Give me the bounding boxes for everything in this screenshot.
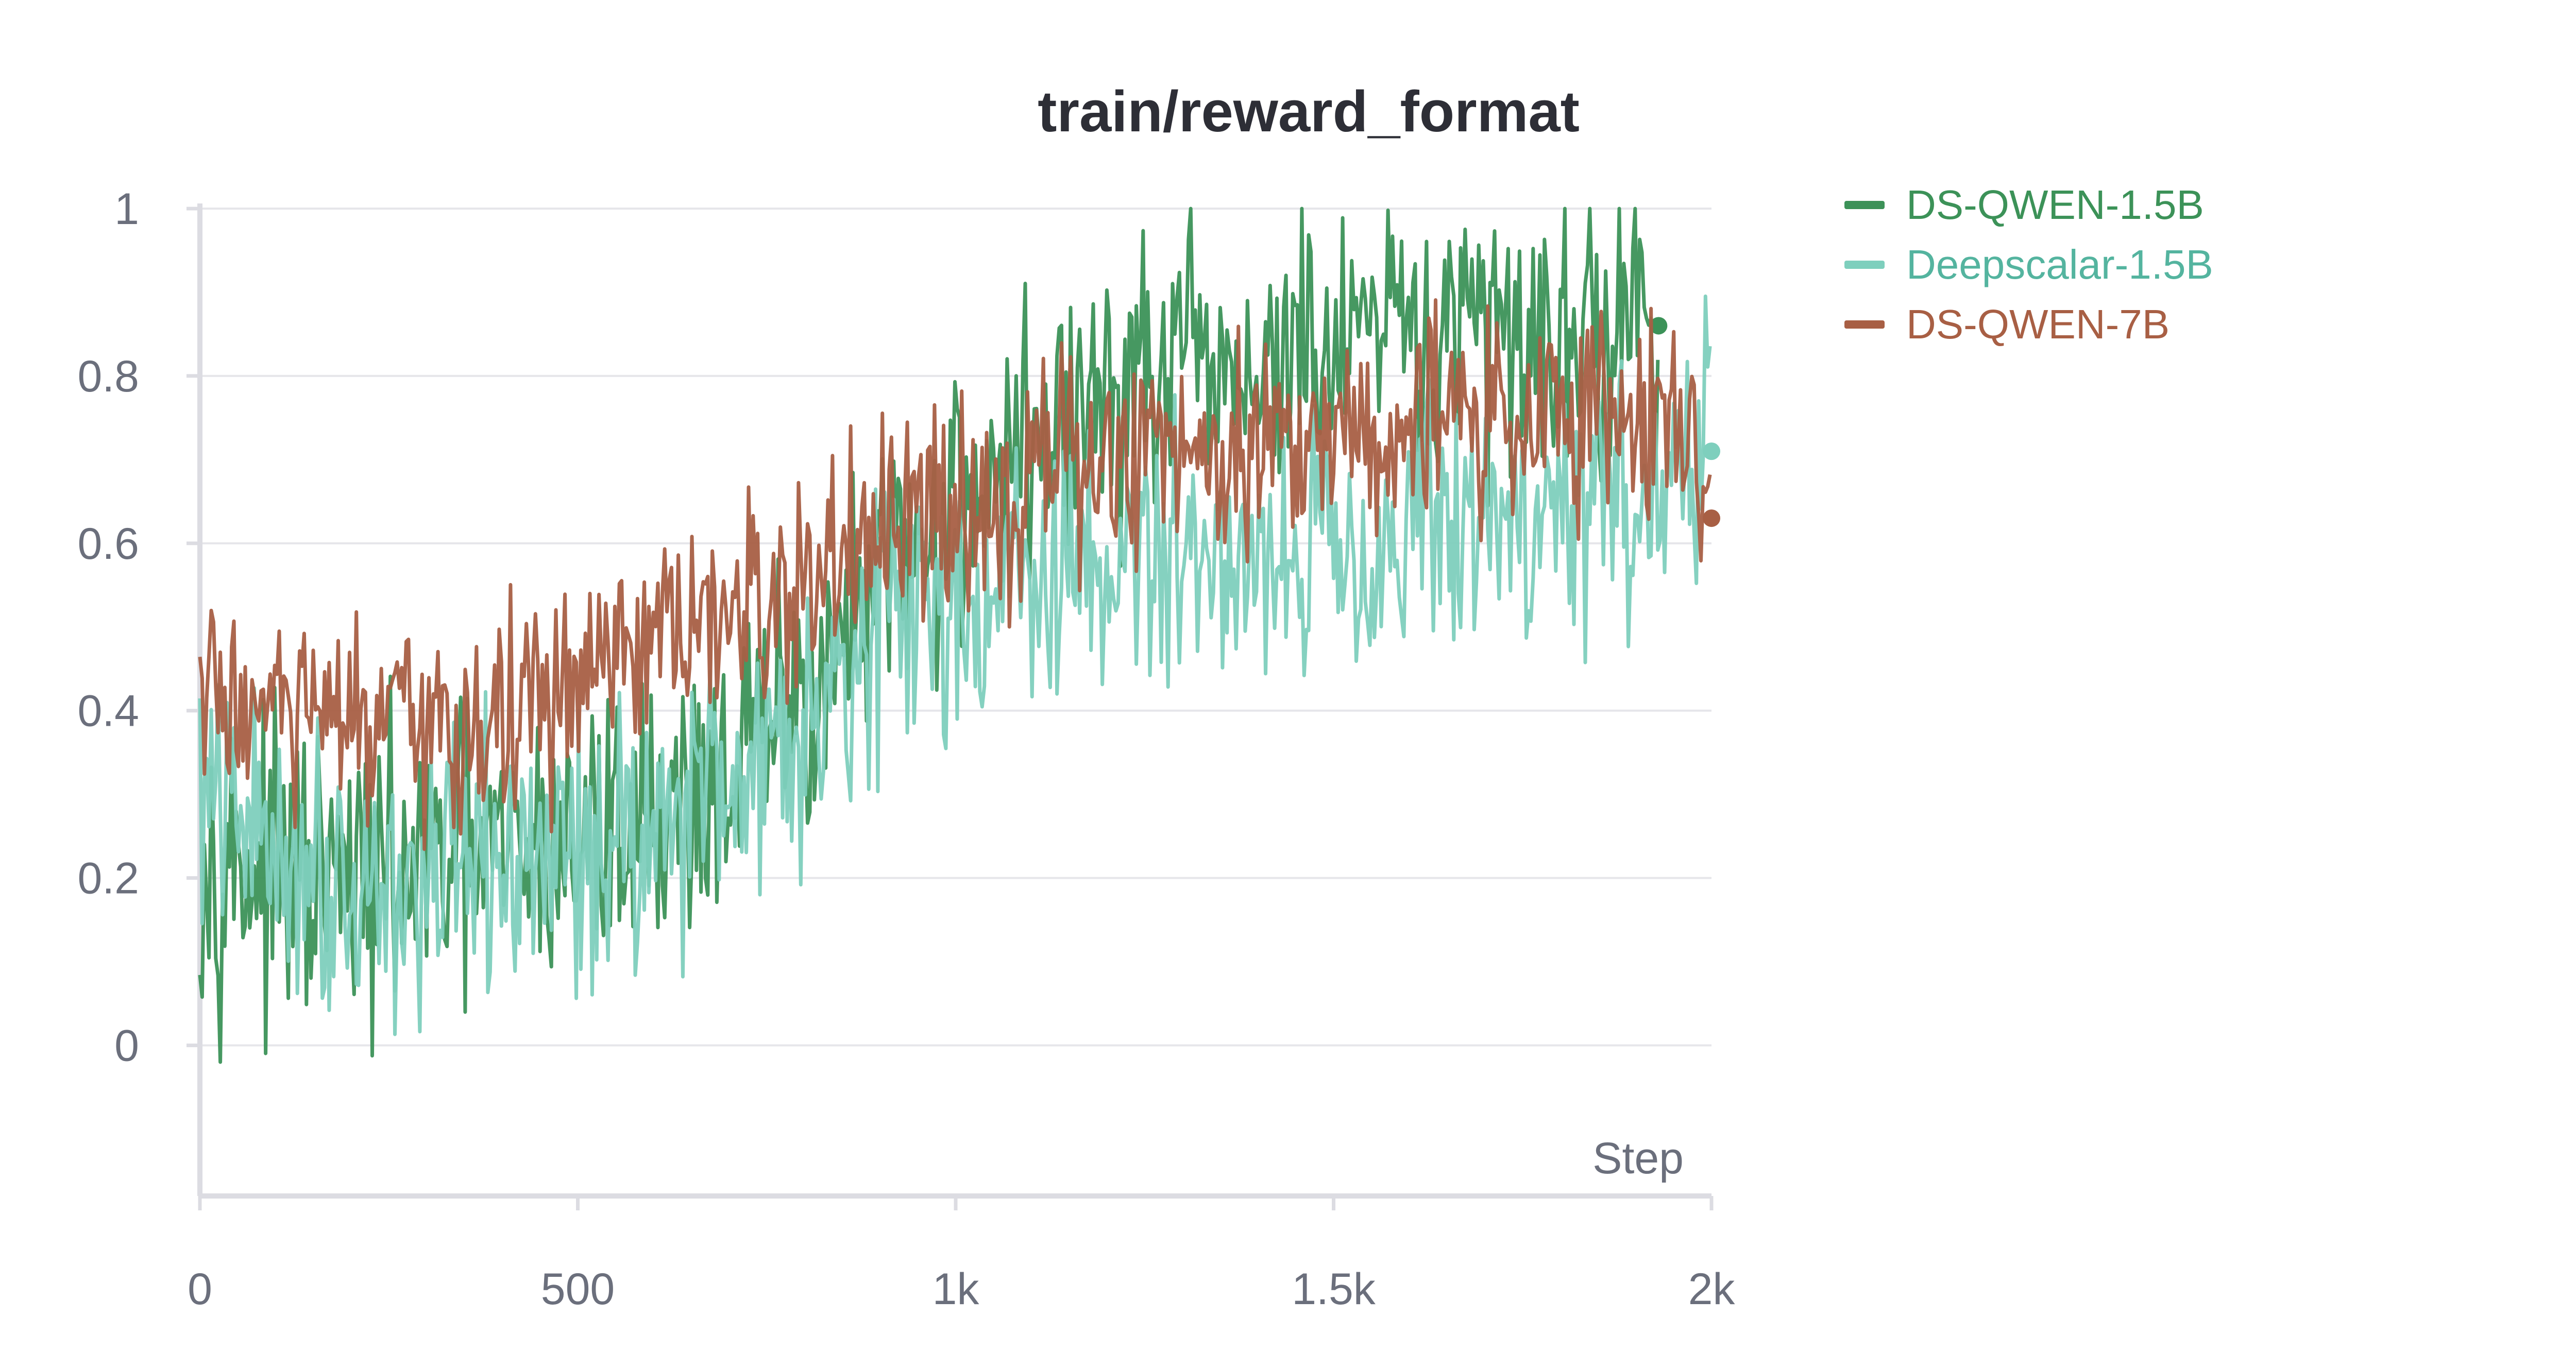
y-tick-label: 0.8	[77, 352, 139, 401]
x-tick-label: 0	[188, 1264, 212, 1314]
y-tick-label: 0.6	[77, 519, 139, 569]
series-end-point	[1650, 317, 1668, 335]
x-tick-label: 1k	[933, 1264, 980, 1314]
y-tick-label: 0.2	[77, 854, 139, 903]
legend-item-ds-qwen-1-5b[interactable]: DS-QWEN-1.5B	[1844, 175, 2213, 235]
tick-labels: 0 0.2 0.4 0.6 0.8 1 0 500 1k 1.5k 2k	[77, 184, 1735, 1314]
legend-label: Deepscalar-1.5B	[1906, 242, 2213, 287]
series-end-point	[1703, 509, 1720, 527]
legend-swatch-icon	[1844, 320, 1885, 329]
x-tick-label: 2k	[1688, 1264, 1736, 1314]
x-tick-label: 500	[541, 1264, 615, 1314]
y-tick-label: 0.4	[77, 687, 139, 736]
legend-item-ds-qwen-7b[interactable]: DS-QWEN-7B	[1844, 295, 2213, 354]
y-tick-label: 0	[114, 1021, 139, 1071]
legend-label: DS-QWEN-1.5B	[1906, 182, 2204, 228]
legend-swatch-icon	[1844, 201, 1885, 209]
series-end-point	[1703, 442, 1720, 460]
axes	[187, 203, 1714, 1210]
x-tick-label: 1.5k	[1292, 1264, 1376, 1314]
legend-label: DS-QWEN-7B	[1906, 301, 2170, 347]
series-line	[198, 298, 1712, 851]
legend-swatch-icon	[1844, 261, 1885, 269]
y-tick-label: 1	[114, 184, 139, 234]
plot-series	[198, 207, 1720, 1064]
chart-legend: DS-QWEN-1.5B Deepscalar-1.5B DS-QWEN-7B	[1844, 175, 2213, 354]
x-axis-label: Step	[1592, 1134, 1684, 1183]
legend-item-deepscalar-1-5b[interactable]: Deepscalar-1.5B	[1844, 235, 2213, 295]
chart-title: train/reward_format	[1038, 79, 1580, 144]
